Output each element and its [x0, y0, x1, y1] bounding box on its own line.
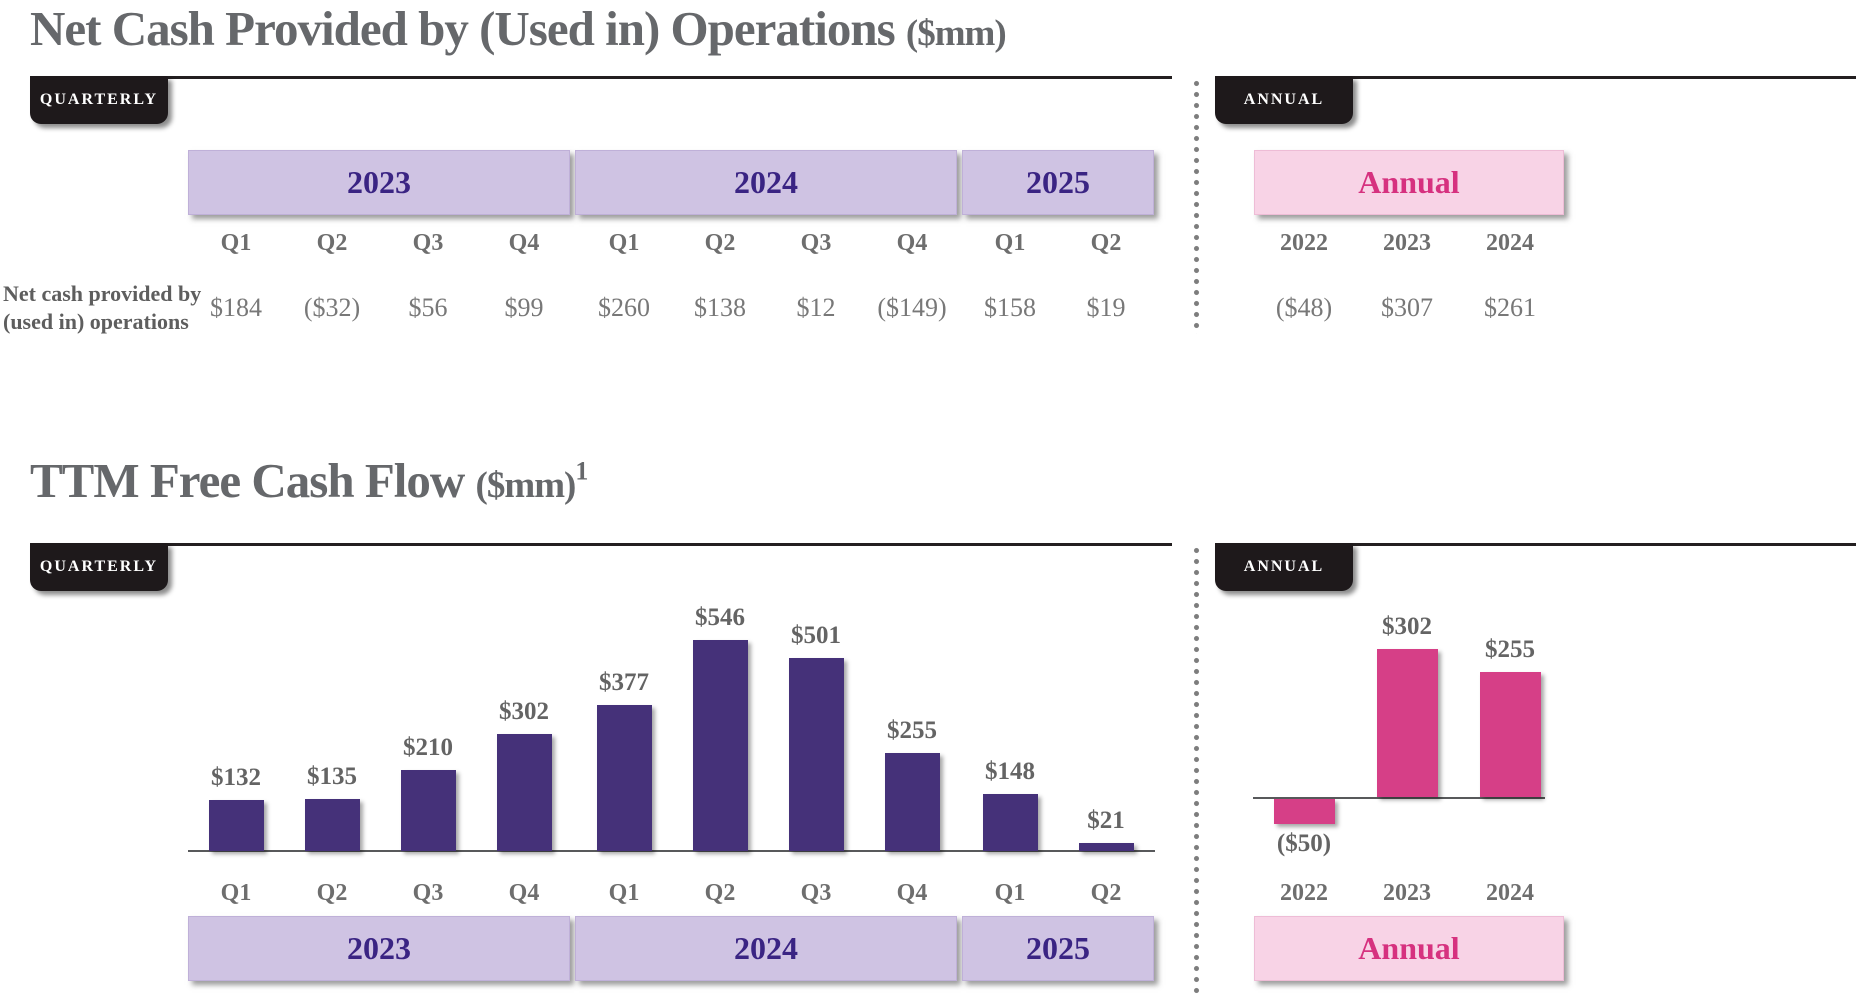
bar-value-label: $255: [887, 717, 937, 744]
chart-year-band-2025: 2025: [962, 916, 1154, 981]
annual-chart-baseline: [1253, 797, 1545, 799]
quarter-value: $56: [408, 293, 448, 322]
chart-quarter-label: Q4: [896, 880, 928, 906]
bar-value-label: $148: [985, 758, 1035, 785]
quarter-label: Q2: [704, 230, 736, 256]
quarter-value: $19: [1086, 293, 1126, 322]
quarter-label: Q2: [1090, 230, 1122, 256]
chart-annual-year-label: 2022: [1280, 880, 1328, 906]
quarterly-bar: [304, 799, 360, 851]
chart-quarter-label: Q2: [316, 880, 348, 906]
quarter-value: $158: [984, 293, 1036, 322]
section1-title-text: Net Cash Provided by (Used in) Operation…: [30, 1, 896, 56]
section1-dotted-divider: [1193, 78, 1200, 334]
year-band-2025: 2025: [962, 150, 1154, 215]
quarter-value: $260: [598, 293, 650, 322]
quarterly-bar: [884, 753, 940, 851]
bar-value-label: $546: [695, 604, 745, 631]
annual-year-label: 2022: [1280, 230, 1328, 256]
bar-value-label: $302: [499, 698, 549, 725]
quarter-label: Q4: [508, 230, 540, 256]
annual-bar: [1376, 649, 1438, 797]
quarter-label: Q4: [896, 230, 928, 256]
chart-quarterly-badge: QUARTERLY: [30, 543, 168, 591]
annual-band: Annual: [1254, 150, 1564, 215]
quarter-value: $184: [210, 293, 262, 322]
annual-badge: ANNUAL: [1215, 76, 1353, 124]
chart-annual-band: Annual: [1254, 916, 1564, 981]
quarter-label: Q3: [800, 230, 832, 256]
annual-bar: [1479, 672, 1541, 797]
table-row-label-line1: Net cash provided by: [3, 281, 202, 306]
bar-value-label: $302: [1382, 613, 1432, 640]
section2-title: TTM Free Cash Flow ($mm)1: [30, 452, 588, 509]
bar-value-label: $255: [1485, 636, 1535, 663]
chart-quarter-label: Q1: [608, 880, 640, 906]
chart-quarter-label: Q1: [220, 880, 252, 906]
chart-annual-badge: ANNUAL: [1215, 543, 1353, 591]
bar-value-label: $210: [403, 734, 453, 761]
section2-dotted-divider: [1193, 545, 1200, 995]
quarter-label: Q1: [608, 230, 640, 256]
chart-quarter-label: Q3: [800, 880, 832, 906]
quarter-value: $99: [504, 293, 544, 322]
chart-quarterly-top-rule: [30, 543, 1172, 546]
quarterly-bar: [1078, 843, 1134, 851]
year-band-2023: 2023: [188, 150, 570, 215]
annual-top-rule: [1215, 76, 1856, 79]
quarter-value: $12: [796, 293, 836, 322]
section1-title: Net Cash Provided by (Used in) Operation…: [30, 0, 1007, 57]
annual-bar: [1273, 799, 1335, 824]
quarterly-chart-baseline: [188, 850, 1155, 852]
chart-quarter-label: Q4: [508, 880, 540, 906]
bar-value-label: ($50): [1276, 830, 1332, 857]
quarter-label: Q3: [412, 230, 444, 256]
annual-year-label: 2024: [1486, 230, 1534, 256]
chart-quarter-label: Q2: [704, 880, 736, 906]
quarter-value: ($32): [303, 293, 361, 322]
section1-title-suffix: ($mm): [905, 13, 1007, 54]
quarterly-badge: QUARTERLY: [30, 76, 168, 124]
chart-quarter-label: Q1: [994, 880, 1026, 906]
quarter-label: Q1: [220, 230, 252, 256]
annual-value: ($48): [1275, 293, 1333, 322]
quarterly-bar: [788, 658, 844, 851]
footnote-marker: 1: [575, 456, 588, 486]
section2-title-text: TTM Free Cash Flow: [30, 453, 465, 508]
annual-year-label: 2023: [1383, 230, 1431, 256]
bar-value-label: $501: [791, 622, 841, 649]
quarterly-bar: [400, 770, 456, 851]
quarterly-top-rule: [30, 76, 1172, 79]
annual-value: $307: [1381, 293, 1433, 322]
quarter-label: Q2: [316, 230, 348, 256]
table-row-label-line2: (used in) operations: [3, 309, 189, 334]
quarter-value: ($149): [877, 293, 947, 322]
section2-title-suffix: ($mm): [475, 465, 577, 506]
quarterly-bar: [596, 705, 652, 851]
bar-value-label: $132: [211, 764, 261, 791]
bar-value-label: $377: [599, 669, 649, 696]
year-band-2024: 2024: [575, 150, 957, 215]
chart-annual-year-label: 2024: [1486, 880, 1534, 906]
bar-value-label: $135: [307, 763, 357, 790]
quarter-value: $138: [694, 293, 746, 322]
annual-value: $261: [1484, 293, 1536, 322]
quarterly-bar: [208, 800, 264, 851]
quarterly-bar: [692, 640, 748, 851]
chart-quarter-label: Q3: [412, 880, 444, 906]
chart-year-band-2023: 2023: [188, 916, 570, 981]
quarter-label: Q1: [994, 230, 1026, 256]
chart-quarter-label: Q2: [1090, 880, 1122, 906]
quarterly-bar: [982, 794, 1038, 851]
chart-year-band-2024: 2024: [575, 916, 957, 981]
bar-value-label: $21: [1087, 807, 1125, 834]
chart-annual-top-rule: [1215, 543, 1856, 546]
quarterly-bar: [496, 734, 552, 851]
chart-annual-year-label: 2023: [1383, 880, 1431, 906]
